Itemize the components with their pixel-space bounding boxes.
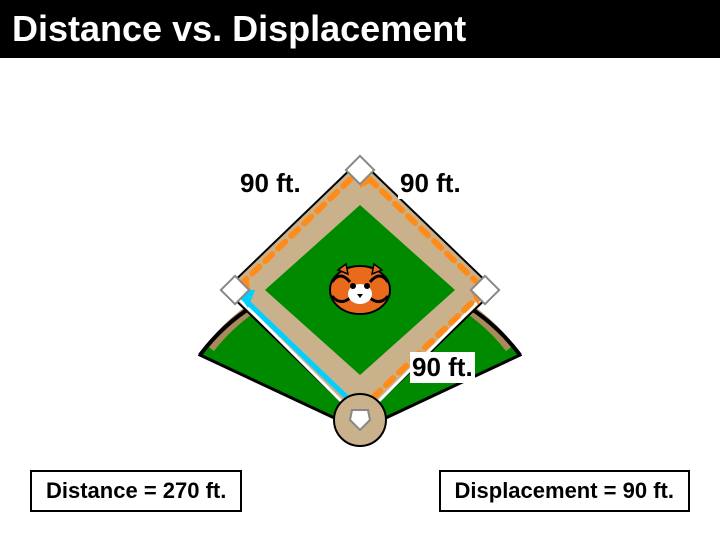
baseball-field-diagram <box>140 90 580 450</box>
label-third-to-second: 90 ft. <box>238 168 303 199</box>
label-first-to-home: 90 ft. <box>410 352 475 383</box>
field-svg <box>140 90 580 450</box>
title-bar: Distance vs. Displacement <box>0 0 720 58</box>
home-plate-area <box>334 394 386 446</box>
distance-result: Distance = 270 ft. <box>30 470 242 512</box>
displacement-result: Displacement = 90 ft. <box>439 470 690 512</box>
page-title: Distance vs. Displacement <box>12 8 466 49</box>
label-second-to-first: 90 ft. <box>398 168 463 199</box>
